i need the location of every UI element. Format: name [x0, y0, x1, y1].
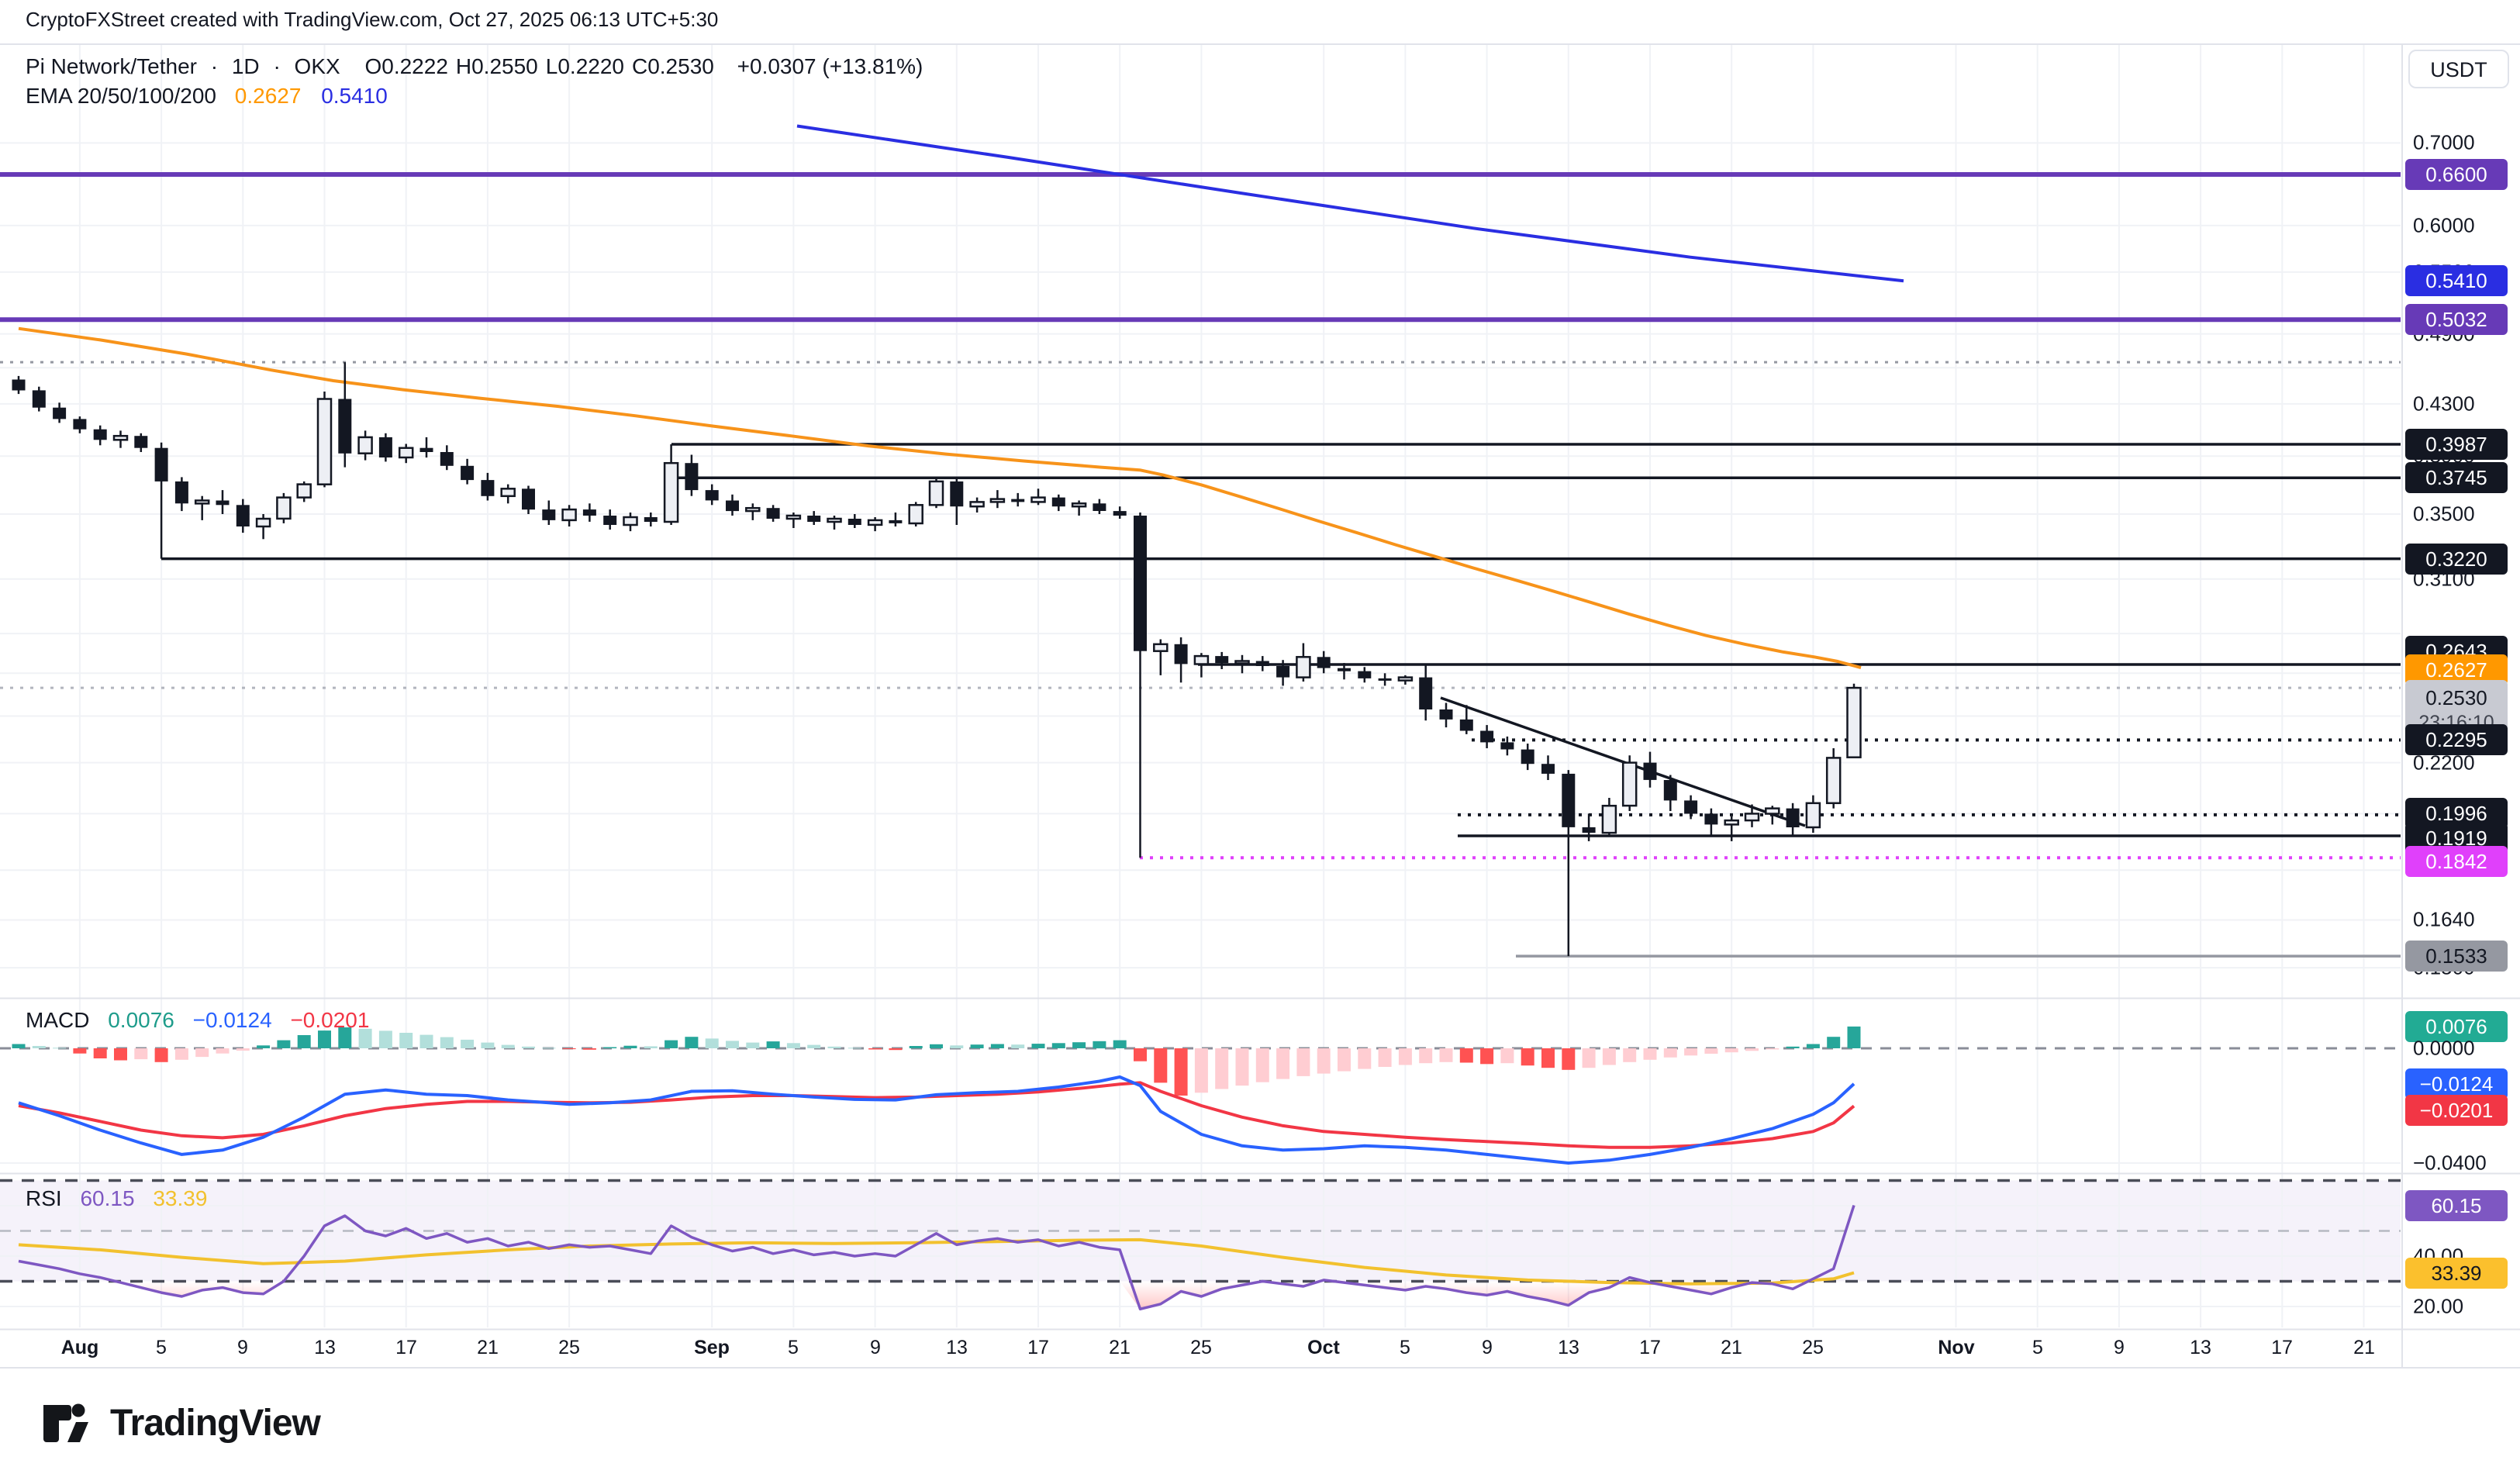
rsi-ma-value: 33.39	[153, 1186, 208, 1210]
time-axis-label-13: 13	[1558, 1337, 1579, 1358]
exchange-label: OKX	[294, 54, 340, 78]
tradingview-logo-text: TradingView	[110, 1402, 321, 1444]
time-axis-label-25: 25	[1802, 1337, 1824, 1358]
price-axis-label: 0.4300	[2413, 392, 2475, 416]
time-axis-label-9: 9	[237, 1337, 248, 1358]
time-axis-label-17: 17	[395, 1337, 417, 1358]
time-axis-label-5: 5	[788, 1337, 799, 1358]
ema20-value: 0.2627	[234, 84, 302, 108]
macd-label: MACD	[26, 1008, 90, 1032]
indicator-axis-label: 20.00	[2413, 1294, 2464, 1318]
macd-legend[interactable]: MACD 0.0076 −0.0124 −0.0201	[26, 1008, 381, 1033]
ema-legend[interactable]: EMA 20/50/100/200 0.2627 0.5410	[26, 84, 388, 109]
price-level-badge: 0.3745	[2405, 462, 2508, 493]
price-axis-label: 0.7000	[2413, 130, 2475, 154]
indicator-value-badge: 33.39	[2405, 1258, 2508, 1289]
price-axis-label: 0.1640	[2413, 907, 2475, 931]
legend-separator: ·	[210, 54, 219, 78]
interval-label: 1D	[231, 54, 260, 78]
time-axis-label-21: 21	[1109, 1337, 1131, 1358]
ohlc-values: O0.2222 H0.2550 L0.2220 C0.2530	[364, 54, 721, 78]
time-axis-label-13: 13	[946, 1337, 968, 1358]
ohlc-o: O0.2222	[364, 54, 448, 78]
attribution-text: CryptoFXStreet created with TradingView.…	[26, 8, 719, 31]
indicator-value-badge: 0.0076	[2405, 1011, 2508, 1042]
ohlc-l: L0.2220	[545, 54, 624, 78]
ohlc-h: H0.2550	[455, 54, 538, 78]
tradingview-logo[interactable]: TradingView	[42, 1400, 321, 1445]
ema-label: EMA 20/50/100/200	[26, 84, 216, 108]
price-level-badge: 0.1533	[2405, 941, 2508, 972]
time-axis-label-17: 17	[1639, 1337, 1661, 1358]
tradingview-logo-icon	[43, 1403, 88, 1442]
rsi-legend[interactable]: RSI 60.15 33.39	[26, 1186, 219, 1211]
change-value: +0.0307 (+13.81%)	[737, 54, 923, 78]
macd-hist-value: 0.0076	[108, 1008, 174, 1032]
legend-separator: ·	[273, 54, 281, 78]
rsi-value: 60.15	[80, 1186, 135, 1210]
time-axis-label-9: 9	[870, 1337, 881, 1358]
indicator-value-badge: −0.0124	[2405, 1068, 2508, 1099]
indicator-value-badge: −0.0201	[2405, 1095, 2508, 1126]
ema200-value: 0.5410	[321, 84, 388, 108]
time-axis-label-aug: Aug	[60, 1337, 99, 1358]
symbol-title: Pi Network/Tether	[26, 54, 197, 78]
price-axis-label: 0.3500	[2413, 502, 2475, 526]
ohlc-c: C0.2530	[631, 54, 714, 78]
time-axis-label-17: 17	[1027, 1337, 1049, 1358]
time-axis-label-17: 17	[2271, 1337, 2293, 1358]
time-axis-label-13: 13	[2190, 1337, 2211, 1358]
time-axis-label-9: 9	[1482, 1337, 1493, 1358]
price-level-badge: 0.2295	[2405, 724, 2508, 755]
symbol-legend[interactable]: Pi Network/Tether · 1D · OKX O0.2222 H0.2…	[26, 54, 930, 79]
time-axis-label-5: 5	[156, 1337, 167, 1358]
time-axis-label-13: 13	[314, 1337, 336, 1358]
price-level-badge: 0.3220	[2405, 544, 2508, 575]
time-axis-label-25: 25	[1190, 1337, 1212, 1358]
time-axis-label-9: 9	[2114, 1337, 2125, 1358]
time-axis-label-5: 5	[2032, 1337, 2043, 1358]
rsi-label: RSI	[26, 1186, 62, 1210]
price-level-badge: 0.6600	[2405, 159, 2508, 190]
indicator-axis-label: 0.0000	[2413, 1036, 2475, 1060]
time-axis-label-5: 5	[1400, 1337, 1410, 1358]
time-axis-label-oct: Oct	[1307, 1337, 1340, 1358]
price-level-badge: 0.5032	[2405, 304, 2508, 335]
time-axis-label-25: 25	[558, 1337, 580, 1358]
indicator-value-badge: 60.15	[2405, 1190, 2508, 1221]
time-axis-label-nov: Nov	[1938, 1337, 1975, 1358]
macd-line-value: −0.0124	[192, 1008, 272, 1032]
time-axis-label-21: 21	[2353, 1337, 2375, 1358]
time-axis-label-21: 21	[477, 1337, 499, 1358]
macd-signal-value: −0.0201	[290, 1008, 370, 1032]
price-level-badge: 0.1842	[2405, 846, 2508, 877]
price-level-badge: 0.5410	[2405, 265, 2508, 296]
price-axis-label: 0.6000	[2413, 213, 2475, 237]
currency-button[interactable]: USDT	[2408, 50, 2509, 88]
price-level-badge: 0.3987	[2405, 429, 2508, 460]
time-axis-label-21: 21	[1721, 1337, 1742, 1358]
time-axis-label-sep: Sep	[694, 1337, 730, 1358]
indicator-axis-label: −0.0400	[2413, 1151, 2487, 1175]
